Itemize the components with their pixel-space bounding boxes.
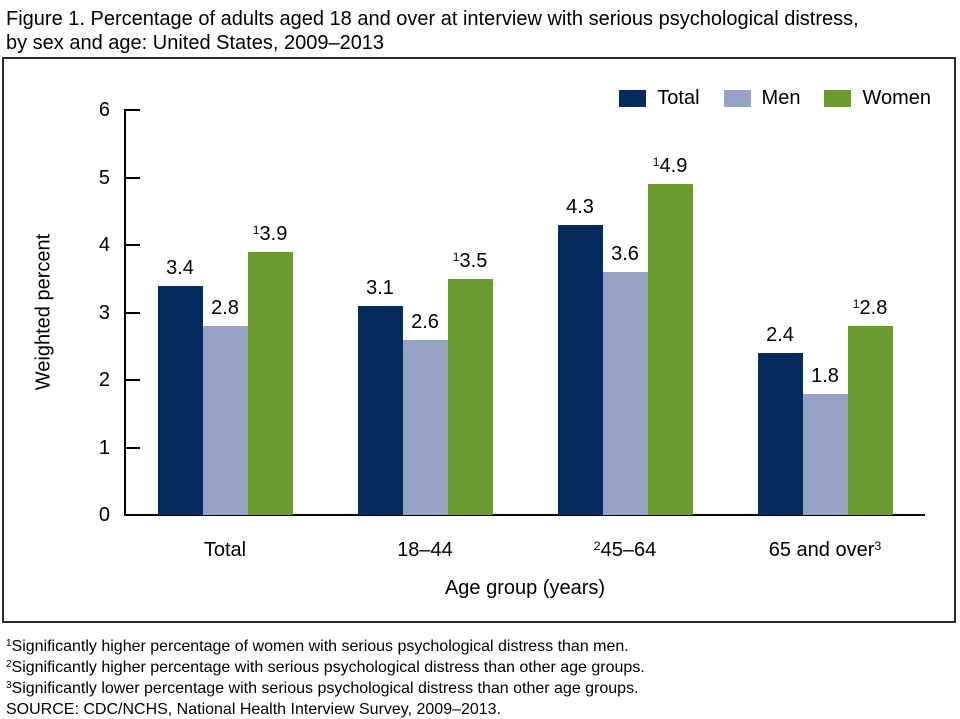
- legend-label: Men: [761, 87, 801, 109]
- chart-frame: [2, 57, 956, 623]
- legend-item-total: Total: [619, 87, 700, 109]
- figure-title-line2: by sex and age: United States, 2009–2013: [6, 32, 385, 54]
- superscript: 3: [6, 680, 12, 692]
- footnote-2: 2Significantly higher percentage with se…: [6, 659, 645, 676]
- legend-item-women: Women: [824, 87, 931, 109]
- legend-label: Women: [862, 87, 931, 109]
- source-line: SOURCE: CDC/NCHS, National Health Interv…: [6, 701, 502, 718]
- chart-legend: Total Men Women: [619, 87, 931, 109]
- superscript: 1: [6, 638, 12, 650]
- superscript: 2: [6, 659, 12, 671]
- legend-swatch-total: [619, 89, 647, 107]
- footnotes: 1Significantly higher percentage of wome…: [6, 636, 946, 719]
- figure-title: Figure 1. Percentage of adults aged 18 a…: [6, 7, 956, 55]
- legend-swatch-women: [824, 89, 852, 107]
- footnote-3: 3Significantly lower percentage with ser…: [6, 680, 639, 697]
- footnote-1: 1Significantly higher percentage of wome…: [6, 638, 629, 655]
- legend-label: Total: [657, 87, 700, 109]
- legend-item-men: Men: [723, 87, 801, 109]
- figure-title-line1: Figure 1. Percentage of adults aged 18 a…: [6, 8, 859, 30]
- legend-swatch-men: [723, 89, 751, 107]
